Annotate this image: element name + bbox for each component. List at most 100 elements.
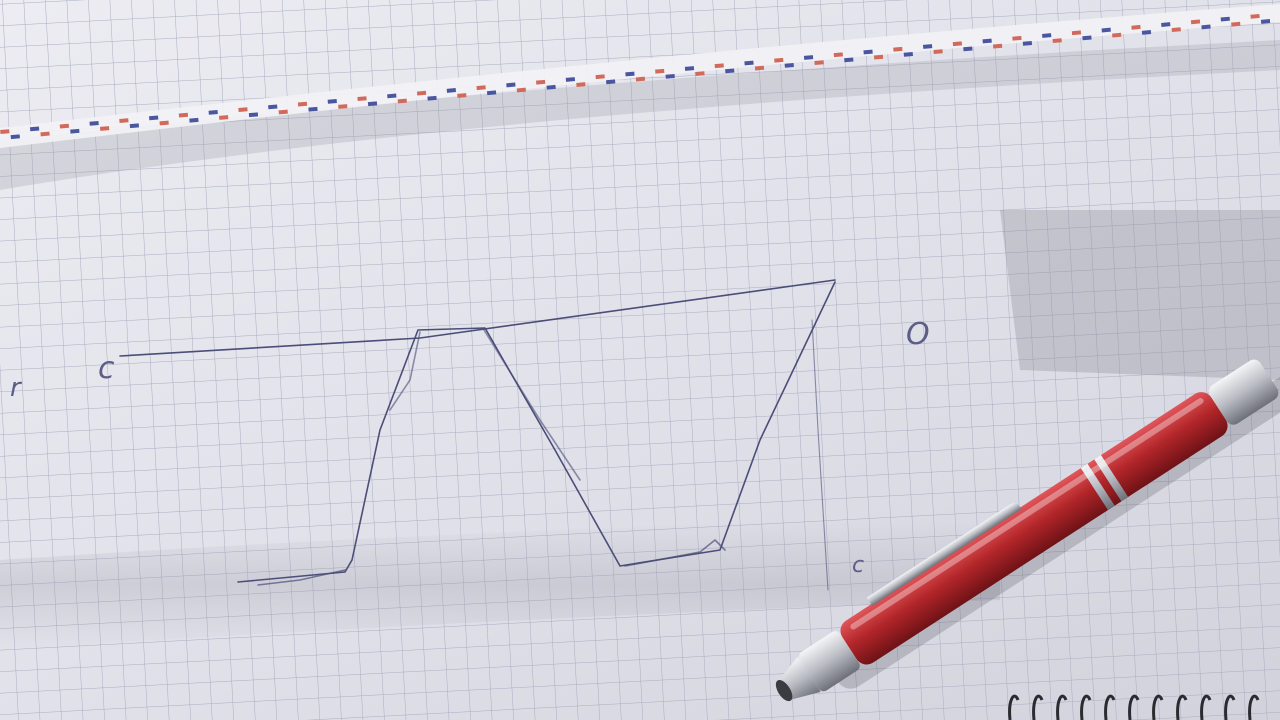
spiral-loop (1248, 694, 1260, 720)
ribbon-dash (903, 51, 913, 57)
spiral-loop (1056, 694, 1068, 720)
ribbon-dash (1022, 41, 1033, 46)
ribbon-dash (387, 93, 397, 99)
ribbon-dash (516, 87, 527, 93)
ribbon-dash (10, 134, 20, 140)
pen-body (840, 392, 1228, 665)
ribbon-dash (744, 60, 754, 66)
spiral-loop (1008, 694, 1020, 720)
sketch-bottom-left (257, 569, 346, 586)
ribbon-dash (774, 57, 784, 63)
ribbon-dash (338, 104, 348, 109)
ribbon-dash (1161, 22, 1171, 27)
ribbon-dash (725, 68, 735, 74)
spiral-loop (1104, 694, 1116, 720)
ribbon-dash (149, 115, 159, 121)
ribbon-dash (625, 71, 635, 77)
sketch-inner-stroke-2 (483, 329, 581, 481)
sketch-bottom-right (624, 539, 726, 567)
ribbon-dash (684, 66, 695, 71)
ribbon-dash (1101, 27, 1111, 33)
ribbon-dash (40, 131, 50, 137)
mark-left-edge: r (10, 373, 23, 403)
spiral-binding (1008, 694, 1260, 720)
ribbon-dash (1071, 30, 1082, 36)
ribbon-dash (1052, 38, 1062, 44)
spiral-loop (1152, 694, 1164, 720)
sketch-outline (237, 281, 836, 583)
ribbon-dash (457, 93, 467, 98)
ballpoint-pen (775, 359, 1280, 702)
ribbon-dash (119, 118, 129, 124)
ribbon-dash (70, 128, 80, 134)
ribbon-dash (367, 101, 378, 107)
sketch-vertical-line (811, 319, 829, 591)
ribbon-dash (268, 104, 278, 110)
ribbon-dash (397, 98, 407, 104)
mark-pen-tip: c (852, 553, 864, 578)
ribbon-dash (1171, 27, 1181, 33)
ribbon-dash (873, 54, 884, 60)
ribbon-dash (208, 109, 218, 115)
hand-shadow-bottom (0, 520, 1000, 650)
ribbon-dash (159, 120, 169, 126)
ribbon-dash (1131, 24, 1141, 30)
ribbon-dash (308, 106, 318, 112)
ribbon-dash (1012, 35, 1022, 41)
ribbon-dash (219, 115, 229, 120)
ribbon-dash (784, 62, 794, 68)
ribbon-dash (89, 120, 99, 126)
ribbon-dash (486, 90, 497, 96)
striped-ribbon (0, 4, 1280, 148)
pencil-sketch (119, 279, 836, 591)
ribbon-dash (427, 95, 437, 101)
sketch-inner-stroke (389, 331, 421, 411)
ribbon-dash (963, 46, 973, 52)
spiral-loop (1224, 694, 1236, 720)
pen-ring (1080, 463, 1115, 511)
ribbon-dash (357, 96, 367, 102)
ribbon-dash (446, 88, 457, 93)
ribbon-dash (1250, 13, 1260, 19)
ribbon-dash (814, 60, 824, 65)
ribbon-dash (535, 79, 546, 85)
ribbon-dash (576, 82, 586, 87)
spiral-loop (1200, 694, 1212, 720)
ribbon-dash (754, 65, 765, 71)
ribbon-dash (416, 90, 427, 96)
ribbon-dash (1220, 16, 1230, 22)
spiral-loop (1176, 694, 1188, 720)
ribbon-dash (297, 101, 308, 107)
fold-shadow (0, 40, 1280, 190)
ribbon-dash (327, 99, 337, 104)
ribbon-dash (606, 79, 616, 85)
ribbon-dash (655, 68, 665, 74)
ribbon-dash (952, 41, 963, 47)
ribbon-dash (278, 109, 288, 115)
ribbon-dash (1042, 33, 1052, 38)
ribbon-dash (922, 44, 933, 49)
ribbon-dash (1190, 19, 1201, 25)
ribbon-dash (238, 107, 248, 113)
ribbon-dash (595, 74, 605, 80)
ribbon-dash (248, 112, 259, 118)
ribbon-dash (1231, 21, 1241, 27)
ribbon-dash (99, 126, 110, 131)
spiral-loop (1032, 694, 1044, 720)
ribbon-dash (803, 55, 814, 60)
ribbon-dash (665, 73, 675, 79)
ribbon-dash (893, 46, 903, 52)
pen-end-cap (1209, 359, 1279, 425)
ribbon-dash (129, 123, 140, 129)
ribbon-dash (565, 77, 576, 82)
ribbon-dash (635, 76, 646, 82)
ribbon-dash (695, 71, 705, 76)
ribbon-dash (1260, 19, 1271, 24)
ribbon-dash (506, 82, 516, 88)
ribbon-dash (29, 126, 40, 132)
spiral-loop (1080, 694, 1092, 720)
ribbon-dash (982, 38, 992, 44)
ribbon-dash (933, 49, 943, 55)
